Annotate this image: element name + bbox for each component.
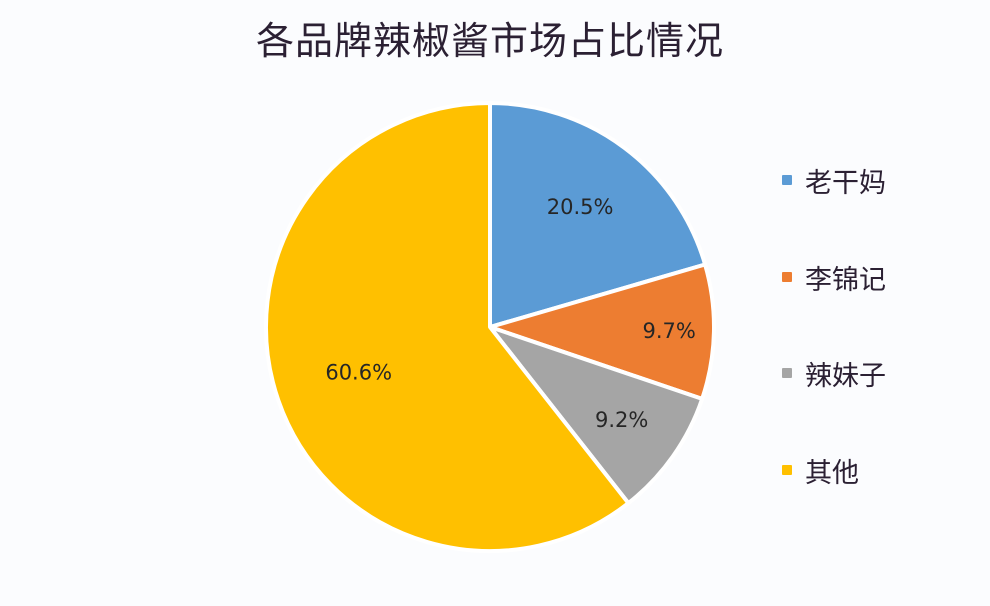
legend-item-lijinji[interactable]: 李锦记	[782, 257, 886, 297]
data-label-lijinji: 9.7%	[643, 319, 696, 343]
legend-swatch-icon	[782, 368, 792, 378]
legend-item-other[interactable]: 其他	[782, 450, 859, 490]
slice-lijinji[interactable]	[488, 262, 716, 401]
legend-label: 其他	[805, 457, 859, 489]
pie-slices	[264, 101, 716, 553]
legend-label: 李锦记	[805, 264, 886, 296]
slice-other[interactable]	[264, 101, 631, 553]
legend-swatch-icon	[782, 272, 792, 282]
legend-swatch-icon	[782, 465, 792, 475]
slice-lameizi[interactable]	[488, 325, 705, 506]
legend-label: 老干妈	[805, 167, 886, 199]
data-label-other: 60.6%	[325, 360, 392, 384]
data-labels: 20.5% 9.7% 9.2% 60.6%	[325, 195, 696, 432]
legend-label: 辣妹子	[805, 360, 886, 392]
legend-swatch-icon	[782, 175, 792, 185]
chart-title: 各品牌辣椒酱市场占比情况	[255, 19, 724, 63]
slice-laoganma[interactable]	[488, 101, 708, 329]
legend-item-laoganma[interactable]: 老干妈	[782, 160, 886, 200]
data-label-laoganma: 20.5%	[547, 195, 614, 219]
data-label-lameizi: 9.2%	[595, 408, 648, 432]
legend-item-lameizi[interactable]: 辣妹子	[782, 353, 886, 393]
